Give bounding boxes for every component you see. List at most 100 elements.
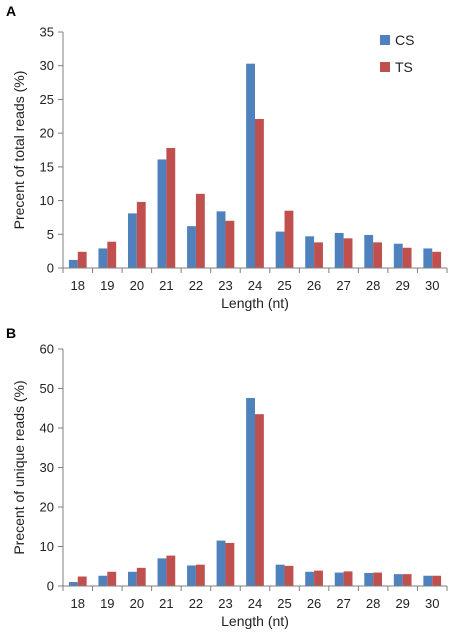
- bar-ts-24: [255, 414, 264, 586]
- x-tick-label: 22: [189, 278, 203, 293]
- bar-cs-29: [393, 243, 403, 268]
- legend: CS TS: [380, 32, 414, 75]
- x-tick-label: 25: [277, 278, 291, 293]
- bar-cs-27: [334, 572, 344, 586]
- x-tick-label: 27: [336, 596, 350, 611]
- chart-panel-b: B 0 10 20 30 40 50 60 18 19 20 21 22 23 24 25 26 27 28 29…: [6, 325, 448, 629]
- y-tick-label: 30: [40, 460, 54, 475]
- x-tick-label: 26: [307, 278, 321, 293]
- bar-ts-25: [284, 210, 294, 268]
- x-ticks: 18 19 20 21 22 23 24 25 26 27 28 29 30: [62, 268, 448, 293]
- legend-label-ts: TS: [395, 59, 413, 75]
- x-tick-label: 18: [71, 278, 85, 293]
- bar-ts-20: [136, 201, 146, 268]
- y-tick-label: 0: [47, 579, 54, 594]
- bar-ts-26: [314, 570, 323, 586]
- bar-ts-19: [107, 241, 117, 268]
- bar-cs-21: [157, 159, 167, 268]
- bar-ts-18: [77, 576, 87, 586]
- legend-label-cs: CS: [395, 32, 414, 48]
- bar-ts-25: [284, 565, 294, 586]
- bar-cs-30: [423, 575, 433, 586]
- bar-ts-30: [432, 251, 442, 268]
- bar-cs-18: [68, 259, 78, 268]
- y-tick-label: 20: [40, 126, 54, 141]
- bar-cs-18: [68, 582, 78, 586]
- bar-cs-20: [127, 213, 137, 268]
- bar-cs-25: [275, 564, 285, 586]
- x-tick-label: 23: [218, 596, 232, 611]
- bar-cs-23: [216, 540, 226, 586]
- bar-ts-19: [107, 571, 117, 586]
- x-axis-label: Length (nt): [221, 295, 289, 311]
- y-tick-label: 35: [40, 25, 54, 40]
- bar-ts-23: [225, 220, 235, 268]
- y-tick-label: 60: [40, 342, 54, 357]
- bar-ts-26: [314, 242, 323, 268]
- bar-ts-22: [195, 564, 205, 586]
- bar-cs-27: [334, 232, 344, 268]
- x-tick-label: 22: [189, 596, 203, 611]
- x-axis-label: Length (nt): [221, 613, 289, 629]
- bar-ts-30: [432, 575, 442, 586]
- y-tick-label: 50: [40, 381, 54, 396]
- x-tick-label: 24: [248, 596, 262, 611]
- y-ticks: 0 5 10 15 20 25 30 35: [40, 25, 63, 276]
- legend-swatch-cs: [380, 35, 390, 45]
- x-tick-label: 19: [100, 278, 114, 293]
- y-tick-label: 30: [40, 58, 54, 73]
- y-tick-label: 0: [47, 261, 54, 276]
- x-tick-label: 19: [100, 596, 114, 611]
- bar-cs-20: [127, 571, 137, 586]
- x-tick-label: 20: [130, 278, 144, 293]
- bar-ts-18: [77, 251, 87, 268]
- bar-cs-22: [187, 565, 196, 586]
- y-tick-label: 40: [40, 421, 54, 436]
- bar-cs-24: [246, 63, 255, 268]
- bar-cs-21: [157, 558, 167, 586]
- y-axis-label: Precent of total reads (%): [11, 71, 27, 230]
- bar-ts-28: [373, 572, 383, 586]
- panel-label: B: [6, 325, 16, 341]
- bar-cs-29: [393, 574, 403, 586]
- bar-ts-20: [136, 567, 146, 586]
- bar-cs-26: [305, 571, 315, 586]
- y-tick-label: 10: [40, 193, 54, 208]
- y-ticks: 0 10 20 30 40 50 60: [40, 342, 63, 594]
- x-tick-label: 18: [71, 596, 85, 611]
- x-tick-label: 21: [159, 278, 173, 293]
- legend-swatch-ts: [380, 62, 390, 72]
- x-tick-label: 29: [395, 596, 409, 611]
- y-tick-label: 25: [40, 92, 54, 107]
- y-axis-label: Precent of unique reads (%): [11, 380, 27, 554]
- bar-cs-22: [187, 226, 196, 268]
- x-tick-label: 27: [336, 278, 350, 293]
- bar-ts-21: [166, 147, 176, 268]
- bar-cs-30: [423, 248, 433, 268]
- x-tick-label: 26: [307, 596, 321, 611]
- bar-ts-22: [195, 193, 205, 268]
- panel-label: A: [6, 3, 16, 19]
- bar-cs-25: [275, 231, 285, 268]
- x-tick-label: 28: [366, 278, 380, 293]
- bar-cs-24: [246, 397, 255, 586]
- y-tick-label: 5: [47, 227, 54, 242]
- bar-ts-27: [343, 238, 353, 268]
- x-tick-label: 20: [130, 596, 144, 611]
- bar-ts-29: [402, 574, 412, 586]
- y-tick-label: 20: [40, 500, 54, 515]
- bar-cs-19: [98, 248, 108, 268]
- x-tick-label: 23: [218, 278, 232, 293]
- bar-cs-28: [364, 234, 374, 268]
- x-tick-label: 24: [248, 278, 262, 293]
- x-ticks: 18 19 20 21 22 23 24 25 26 27 28 29 30: [62, 586, 448, 611]
- x-tick-label: 21: [159, 596, 173, 611]
- bar-ts-24: [255, 118, 264, 269]
- bar-ts-27: [343, 571, 353, 586]
- bars: [68, 397, 442, 586]
- bar-cs-28: [364, 572, 374, 586]
- x-tick-label: 29: [395, 278, 409, 293]
- bar-ts-23: [225, 542, 235, 586]
- x-tick-label: 30: [425, 278, 439, 293]
